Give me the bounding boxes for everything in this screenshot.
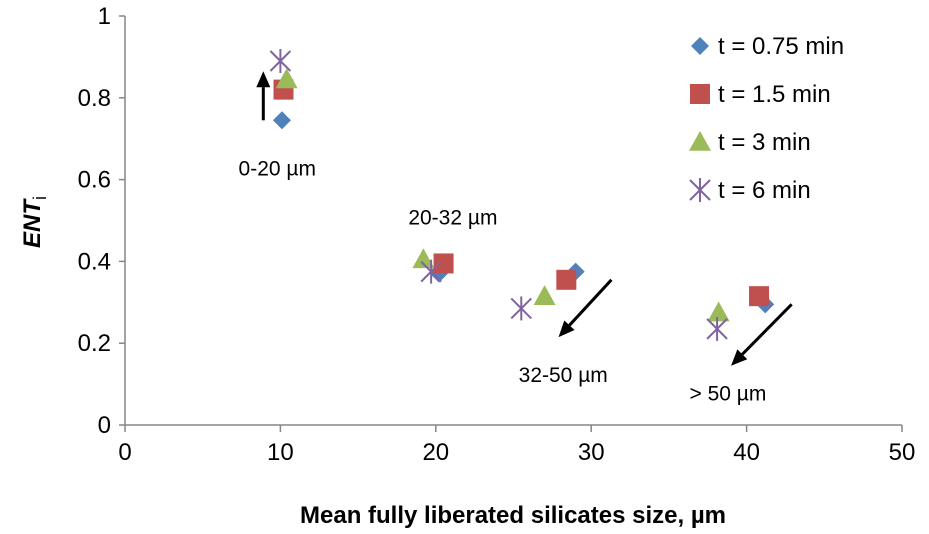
y-axis-title-subscript: i xyxy=(30,196,50,200)
data-points xyxy=(269,48,775,341)
x-tick-label: 0 xyxy=(118,439,131,466)
legend-marker-diamond xyxy=(691,37,709,55)
data-point-square xyxy=(749,286,770,307)
legend: t = 0.75 min t = 1.5 min t = 3 min t = 6 mi… xyxy=(689,33,844,204)
data-point-asterisk xyxy=(706,316,728,341)
data-point-square xyxy=(433,253,454,274)
data-point-triangle-shape xyxy=(533,285,556,305)
y-axis-title-main: ENT xyxy=(19,198,46,248)
data-point-diamond xyxy=(272,111,291,130)
data-point-asterisk xyxy=(510,296,532,321)
size-range-label: > 50 µm xyxy=(690,382,767,405)
y-tick-label: 0 xyxy=(98,412,111,439)
legend-marker-square xyxy=(690,84,710,104)
x-tick-label: 30 xyxy=(578,439,605,466)
x-tick-label: 20 xyxy=(422,439,449,466)
legend-label: t = 1.5 min xyxy=(718,81,831,108)
legend-label: t = 6 min xyxy=(718,177,811,204)
legend-marker-square-shape xyxy=(690,84,710,104)
x-axis-ticks: 0 10 20 30 40 50 xyxy=(118,425,915,466)
data-point-triangle-shape xyxy=(412,248,435,269)
trend-arrow-shaft xyxy=(741,303,793,356)
data-point-square-shape xyxy=(433,253,454,274)
legend-marker-diamond-shape xyxy=(691,37,709,55)
data-point-asterisk xyxy=(420,259,442,284)
data-point-triangle-shape xyxy=(275,68,298,89)
size-range-label: 0-20 µm xyxy=(239,158,316,181)
arrows xyxy=(256,71,793,366)
y-axis-ticks: 0 0.2 0.4 0.6 0.8 1 xyxy=(78,3,125,439)
data-point-square-shape xyxy=(749,286,770,307)
trend-arrow xyxy=(256,71,271,121)
trend-arrow-head xyxy=(256,71,271,88)
data-point-triangle-shape xyxy=(707,301,730,322)
size-range-label: 20-32 µm xyxy=(408,207,497,230)
series-asterisk xyxy=(269,48,728,341)
legend-item: t = 6 min xyxy=(689,177,811,204)
data-point-triangle xyxy=(707,301,730,322)
trend-arrow-head xyxy=(731,349,748,366)
x-tick-label: 40 xyxy=(733,439,760,466)
data-point-triangle xyxy=(533,285,556,305)
series-triangle xyxy=(275,68,730,322)
y-tick-label: 0.4 xyxy=(78,248,111,275)
y-tick-label: 0.8 xyxy=(78,85,111,112)
data-point-square xyxy=(556,269,577,290)
data-point-triangle xyxy=(412,248,435,269)
legend-item: t = 1.5 min xyxy=(690,81,831,108)
legend-item: t = 3 min xyxy=(689,129,811,156)
size-range-label: 32-50 µm xyxy=(519,364,608,387)
trend-arrow xyxy=(731,303,793,366)
trend-arrow-head xyxy=(558,320,575,338)
y-tick-label: 1 xyxy=(98,3,111,30)
data-point-triangle xyxy=(275,68,298,89)
y-axis-title: ENTi xyxy=(19,196,50,248)
data-point-asterisk xyxy=(269,48,292,73)
legend-item: t = 0.75 min xyxy=(691,33,844,60)
y-tick-label: 0.2 xyxy=(78,330,111,357)
legend-marker-asterisk xyxy=(689,178,711,202)
data-point-diamond-shape xyxy=(272,111,291,130)
legend-label: t = 3 min xyxy=(718,129,811,156)
legend-marker-triangle-shape xyxy=(689,131,711,151)
legend-marker-triangle xyxy=(689,131,711,151)
x-tick-label: 50 xyxy=(889,439,916,466)
trend-arrow xyxy=(558,278,613,338)
trend-arrow-shaft xyxy=(568,278,613,327)
series-square xyxy=(273,79,770,307)
size-annotations: 0-20 µm 20-32 µm 32-50 µm > 50 µm xyxy=(239,158,767,406)
data-point-square-shape xyxy=(556,269,577,290)
x-tick-label: 10 xyxy=(267,439,294,466)
legend-label: t = 0.75 min xyxy=(718,33,844,60)
x-axis-title: Mean fully liberated silicates size, µm xyxy=(300,502,726,529)
plot-area: 0 0.2 0.4 0.6 0.8 1 0 10 20 30 40 50 0-20 µm 20-32 … xyxy=(78,3,916,466)
y-tick-label: 0.6 xyxy=(78,167,111,194)
